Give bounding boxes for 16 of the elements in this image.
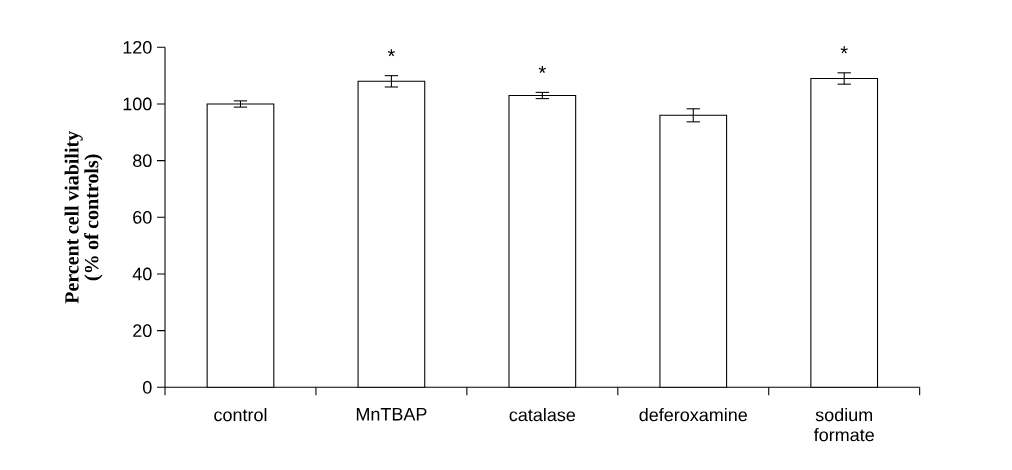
x-tick-label: MnTBAP — [356, 408, 427, 421]
y-tick-label: 0 — [143, 380, 152, 394]
data-label: * — [538, 65, 546, 73]
y-tick-label: 80 — [133, 154, 152, 168]
y-tick-label: 60 — [133, 210, 152, 224]
y-tick-label: 100 — [123, 97, 152, 111]
y-tick-label: 40 — [132, 267, 152, 281]
y-tick-label: 20 — [133, 324, 152, 338]
x-tick-label: deferoxamine — [639, 408, 747, 422]
x-tick-label: sodium formate — [813, 408, 874, 442]
x-tick-label: control — [214, 408, 267, 422]
data-label: * — [840, 46, 848, 54]
y-tick-label: 120 — [123, 40, 152, 54]
data-label: * — [387, 49, 395, 57]
x-tick-label: catalase — [509, 408, 576, 422]
y-axis-title: Percent cell viability (% of controls) — [64, 131, 103, 304]
